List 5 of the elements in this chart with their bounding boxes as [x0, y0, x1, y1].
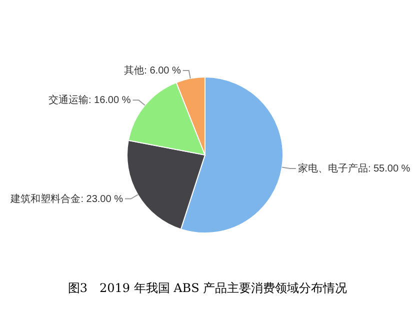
slice-label: 家电、电子产品: 55.00 % [298, 162, 410, 174]
slice-label: 建筑和塑料合金: 23.00 % [10, 192, 124, 205]
slice-label: 其他: 6.00 % [124, 64, 181, 77]
text: 图3 2019 年我国 ABS 产品主要消费领域分布情况 [66, 280, 348, 297]
slice-label: 交通运输: 16.00 % [48, 94, 131, 106]
